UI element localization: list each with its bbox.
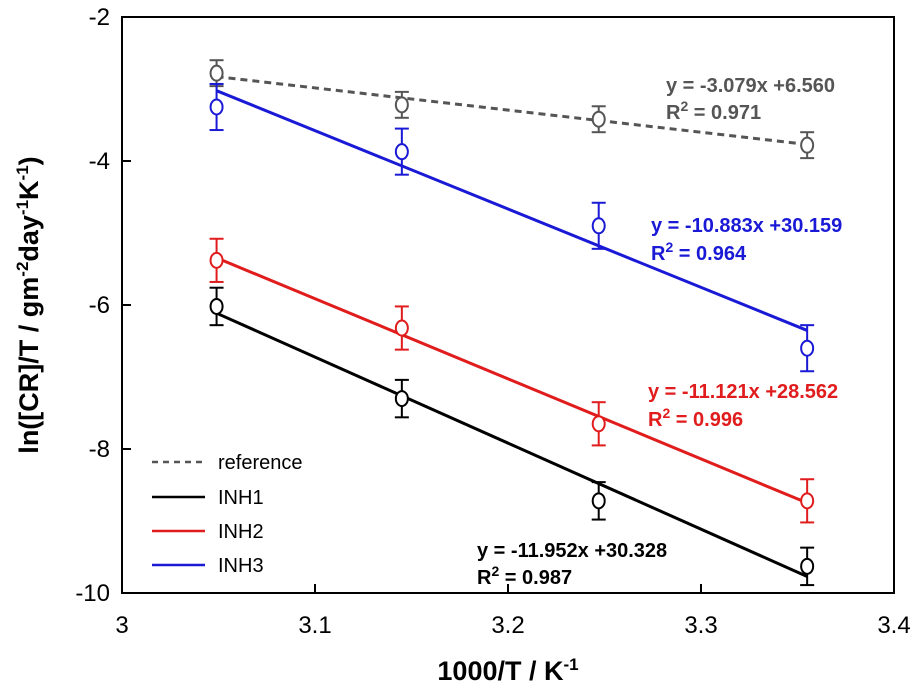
y-tick-label: -10 bbox=[75, 580, 110, 607]
marker bbox=[800, 492, 815, 510]
equation-reference-text: y = -3.079x +6.560 bbox=[666, 75, 835, 97]
data-point-inh1 bbox=[394, 378, 409, 419]
data-point-inh2 bbox=[800, 478, 815, 524]
data-point-inh2 bbox=[591, 401, 606, 447]
marker bbox=[209, 64, 224, 82]
data-point-inh2 bbox=[209, 237, 224, 283]
y-tick-label: -4 bbox=[89, 148, 110, 175]
r2-inh3-text: R2 = 0.964 bbox=[651, 239, 747, 265]
data-point-reference bbox=[209, 59, 224, 88]
fit-line-inh2 bbox=[215, 256, 808, 505]
marker bbox=[591, 492, 606, 510]
r2-reference-text: R2 = 0.971 bbox=[666, 98, 761, 124]
fit-line-inh3 bbox=[216, 89, 808, 332]
fit-line-reference bbox=[216, 75, 808, 146]
x-tick-label: 3.3 bbox=[684, 612, 717, 639]
x-tick-label: 3.1 bbox=[298, 612, 331, 639]
equation-reference: y = -3.079x +6.560 R2 = 0.971 bbox=[666, 75, 835, 124]
data-point-inh3 bbox=[209, 82, 224, 132]
r2-inh2-text: R2 = 0.996 bbox=[648, 405, 743, 431]
data-point-inh1 bbox=[800, 546, 815, 587]
legend-item-inh1: INH1 bbox=[152, 487, 264, 509]
marker bbox=[591, 415, 606, 433]
data-point-inh1 bbox=[591, 481, 606, 521]
data-point-inh2 bbox=[394, 305, 409, 351]
marker bbox=[591, 217, 606, 235]
legend-label-inh1: INH1 bbox=[218, 487, 264, 509]
equation-inh3: y = -10.883x +30.159 R2 = 0.964 bbox=[651, 215, 842, 265]
equation-inh1-text: y = -11.952x +30.328 bbox=[477, 540, 667, 562]
legend-label-inh3: INH3 bbox=[218, 555, 264, 577]
marker bbox=[394, 96, 409, 114]
marker bbox=[800, 136, 815, 154]
y-tick-label: -6 bbox=[89, 292, 110, 319]
equation-inh3-text: y = -10.883x +30.159 bbox=[651, 215, 842, 237]
marker bbox=[209, 251, 224, 269]
y-axis-title: ln([CR]/T / gm-2day-1K-1) bbox=[13, 156, 44, 453]
fit-line-inh1 bbox=[215, 311, 808, 578]
x-axis-title: 1000/T / K-1 bbox=[437, 655, 578, 686]
data-points bbox=[209, 59, 815, 587]
marker bbox=[394, 143, 409, 161]
x-tick-label: 3.4 bbox=[877, 612, 910, 639]
data-point-reference bbox=[591, 105, 606, 134]
marker bbox=[394, 390, 409, 408]
data-point-inh3 bbox=[591, 201, 606, 250]
y-tick-label: -2 bbox=[89, 4, 110, 31]
fit-lines bbox=[215, 75, 808, 578]
equation-inh2-text: y = -11.121x +28.562 bbox=[648, 381, 838, 403]
marker bbox=[800, 339, 815, 357]
data-point-inh1 bbox=[209, 286, 224, 327]
equation-inh1: y = -11.952x +30.328 R2 = 0.987 bbox=[477, 540, 667, 589]
marker bbox=[591, 110, 606, 128]
marker bbox=[209, 297, 224, 315]
data-point-inh3 bbox=[800, 324, 815, 373]
y-tick-label: -8 bbox=[89, 436, 110, 463]
legend-label-reference: reference bbox=[218, 452, 303, 474]
legend-item-inh2: INH2 bbox=[152, 521, 264, 543]
x-tick-label: 3.2 bbox=[491, 612, 524, 639]
data-point-reference bbox=[394, 90, 409, 119]
marker bbox=[394, 319, 409, 337]
data-point-reference bbox=[800, 131, 815, 160]
tick-group: 3 3.1 3.2 3.3 3.4 -2 -4 -6 -8 -10 bbox=[75, 4, 910, 639]
r2-inh1-text: R2 = 0.987 bbox=[477, 563, 572, 589]
legend-label-inh2: INH2 bbox=[218, 521, 264, 543]
x-tick-label: 3 bbox=[115, 612, 128, 639]
marker bbox=[800, 557, 815, 575]
legend-item-reference: reference bbox=[152, 452, 303, 474]
marker bbox=[209, 98, 224, 116]
equation-inh2: y = -11.121x +28.562 R2 = 0.996 bbox=[648, 381, 838, 431]
legend: reference INH1 INH2 INH3 bbox=[152, 452, 303, 577]
data-point-inh3 bbox=[394, 127, 409, 176]
legend-item-inh3: INH3 bbox=[152, 555, 264, 577]
